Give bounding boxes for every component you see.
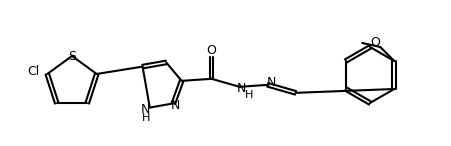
Text: N: N: [141, 103, 150, 116]
Text: H: H: [244, 90, 252, 100]
Text: N: N: [170, 99, 179, 112]
Text: O: O: [206, 44, 216, 57]
Text: S: S: [68, 49, 76, 62]
Text: O: O: [369, 36, 379, 49]
Text: H: H: [141, 113, 150, 122]
Text: N: N: [267, 76, 276, 89]
Text: Cl: Cl: [27, 65, 39, 78]
Text: N: N: [236, 82, 246, 95]
